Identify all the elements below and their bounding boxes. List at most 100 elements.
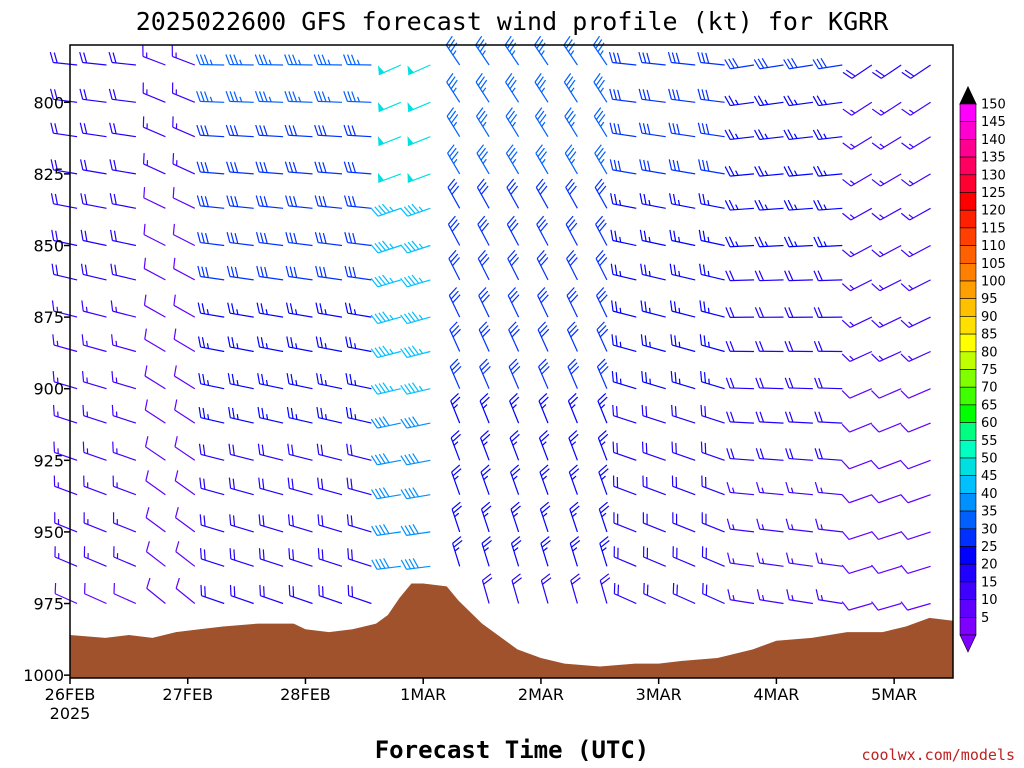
wind-barb — [171, 82, 196, 103]
wind-barb — [900, 350, 931, 362]
barb-half — [481, 50, 486, 56]
colorbar-label: 55 — [981, 434, 998, 449]
barb-pennant — [377, 102, 385, 112]
barb-full — [754, 200, 761, 211]
wind-barb — [449, 358, 462, 389]
barb-staff — [201, 558, 225, 567]
barb-staff — [879, 207, 902, 221]
wind-barb — [640, 300, 666, 318]
barb-half — [570, 87, 575, 93]
barb-full — [901, 71, 912, 79]
wind-barb — [284, 161, 313, 175]
wind-barb — [871, 422, 902, 433]
wind-barb — [196, 161, 225, 175]
barb-staff — [613, 415, 637, 424]
barb-staff — [113, 556, 137, 567]
barb-full — [199, 514, 202, 526]
wind-barb — [725, 340, 755, 353]
barb-full — [611, 334, 614, 346]
barb-full — [729, 377, 735, 389]
barb-full — [597, 358, 606, 368]
barb-staff — [850, 207, 873, 221]
barb-full — [411, 274, 420, 284]
wind-barb — [143, 187, 166, 209]
wind-barb — [316, 373, 343, 390]
barb-staff — [112, 169, 137, 175]
barb-full — [565, 178, 573, 188]
barb-half — [735, 204, 739, 210]
barb-full — [481, 396, 490, 405]
barb-full — [511, 294, 520, 304]
barb-full — [142, 153, 145, 164]
wind-barb — [613, 512, 637, 533]
barb-full — [110, 300, 114, 312]
barb-half — [849, 284, 855, 290]
wind-barb — [255, 195, 284, 209]
barb-full — [537, 182, 546, 192]
wind-barb — [400, 382, 431, 395]
barb-staff — [508, 366, 520, 389]
barb-full — [481, 294, 490, 304]
barb-staff — [672, 451, 696, 461]
wind-barb — [507, 250, 520, 281]
barb-staff — [612, 273, 637, 281]
barb-full — [145, 541, 150, 552]
y-tick-label: 800 — [33, 93, 64, 112]
barb-full — [234, 232, 239, 244]
colorbar-swatch — [959, 103, 977, 123]
barb-half — [794, 204, 798, 210]
wind-barb — [285, 302, 313, 318]
barb-staff — [318, 312, 343, 318]
wind-barb — [343, 91, 372, 103]
barb-full — [343, 195, 349, 207]
barb-staff — [82, 98, 107, 103]
barb-full — [703, 301, 706, 313]
barb-half — [483, 547, 489, 552]
wind-barb — [80, 229, 107, 247]
wind-barb — [507, 287, 520, 318]
wind-barb — [173, 328, 196, 353]
barb-staff — [849, 316, 873, 329]
barb-full — [449, 321, 458, 331]
barb-full — [374, 243, 383, 253]
barb-staff — [612, 98, 637, 103]
wind-barb — [480, 501, 492, 533]
barb-full — [145, 507, 150, 518]
barb-full — [508, 219, 517, 229]
barb-full — [593, 107, 602, 117]
barb-full — [347, 161, 353, 173]
barb-full — [643, 159, 647, 171]
wind-barb — [83, 582, 107, 605]
barb-half — [236, 309, 239, 315]
wind-barb — [700, 370, 725, 390]
barb-full — [841, 494, 850, 504]
wind-barb — [727, 589, 755, 605]
barb-full — [378, 487, 386, 498]
barb-full — [508, 147, 516, 158]
barb-half — [542, 512, 548, 518]
barb-half — [56, 377, 59, 383]
barb-full — [284, 161, 290, 173]
barb-half — [677, 199, 681, 206]
wind-barb — [53, 475, 78, 496]
wind-barb — [480, 430, 491, 461]
wind-barb — [505, 107, 520, 138]
wind-barb — [400, 558, 431, 570]
credit-text: coolwx.com/models — [861, 746, 1015, 764]
barb-staff — [288, 134, 313, 138]
barb-staff — [53, 61, 78, 66]
barb-full — [259, 232, 264, 244]
barb-full — [593, 72, 601, 83]
barb-full — [812, 95, 820, 106]
barb-staff — [378, 64, 402, 76]
barb-staff — [613, 522, 637, 533]
barb-staff — [53, 98, 78, 103]
barb-full — [408, 453, 416, 464]
barb-full — [80, 193, 84, 204]
wind-barb — [226, 161, 254, 175]
barb-full — [642, 123, 647, 134]
wind-barb — [113, 582, 137, 605]
barb-full — [475, 35, 483, 46]
x-axis-label: Forecast Time (UTC) — [375, 736, 650, 764]
barb-full — [320, 478, 324, 490]
